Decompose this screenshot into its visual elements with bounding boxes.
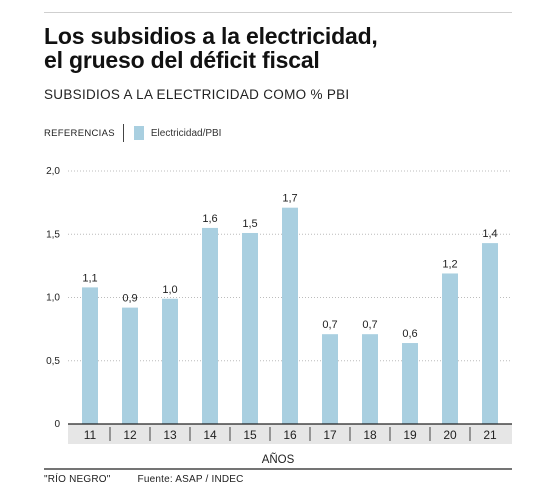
data-label: 0,6 — [402, 328, 417, 340]
bar — [122, 307, 138, 424]
x-tick-label: 21 — [483, 428, 497, 442]
data-label: 0,9 — [122, 293, 137, 305]
bar — [242, 232, 258, 424]
bar — [482, 243, 498, 424]
data-label: 1,5 — [242, 218, 257, 230]
legend-divider — [122, 124, 124, 142]
x-axis-band — [68, 424, 512, 444]
x-tick-label: 14 — [203, 428, 217, 442]
y-tick-label: 2,0 — [46, 166, 60, 177]
legend-label: Electricidad/PBI — [150, 127, 222, 139]
bar-chart: 0 0,5 1,0 1,5 2,0 1,1 11 0,9 12 1,0 13 1,6 14 1,5 15 1,… — [44, 166, 512, 470]
x-tick-label: 18 — [363, 428, 377, 442]
data-label: 0,7 — [362, 319, 377, 331]
data-label: 1,2 — [442, 258, 457, 270]
x-tick-label: 15 — [243, 428, 257, 442]
publisher-credit: "RÍO NEGRO" — [44, 474, 111, 485]
data-label: 1,0 — [162, 284, 177, 296]
title-line-2: el grueso del déficit fiscal — [44, 47, 320, 73]
x-tick-label: 20 — [443, 428, 457, 442]
bar — [362, 334, 378, 424]
y-tick-label: 0,5 — [46, 356, 60, 367]
chart-subtitle: SUBSIDIOS A LA ELECTRICIDAD COMO % PBI — [44, 87, 350, 102]
x-tick-label: 19 — [403, 428, 417, 442]
legend-swatch — [133, 126, 144, 140]
x-tick-label: 16 — [283, 428, 297, 442]
bar — [202, 227, 218, 424]
source-note: Fuente: ASAP / INDEC — [137, 474, 244, 485]
bar — [322, 334, 338, 424]
bar — [402, 343, 418, 424]
top-rule — [44, 12, 512, 13]
chart-title: Los subsidios a la electricidad, el grue… — [44, 24, 514, 72]
bar — [162, 298, 178, 424]
data-label: 1,4 — [482, 228, 497, 240]
x-tick-label: 13 — [163, 428, 177, 442]
x-tick-label: 17 — [323, 428, 337, 442]
bar — [442, 273, 458, 424]
legend-title: REFERENCIAS — [44, 127, 115, 139]
bar — [282, 207, 298, 424]
data-label: 1,1 — [82, 272, 97, 284]
bar — [82, 287, 98, 424]
x-axis-title: AÑOS — [262, 453, 295, 466]
x-tick-label: 11 — [84, 428, 97, 442]
x-tick-label: 12 — [123, 428, 137, 442]
title-line-1: Los subsidios a la electricidad, — [44, 23, 378, 49]
data-label: 1,7 — [282, 193, 297, 205]
footer: "RÍO NEGRO" Fuente: ASAP / INDEC — [44, 474, 244, 485]
data-label: 0,7 — [322, 319, 337, 331]
y-tick-label: 0 — [54, 419, 60, 430]
y-tick-label: 1,5 — [46, 229, 60, 240]
data-label: 1,6 — [202, 213, 217, 225]
legend: REFERENCIAS Electricidad/PBI — [44, 124, 221, 142]
y-tick-label: 1,0 — [46, 293, 60, 304]
